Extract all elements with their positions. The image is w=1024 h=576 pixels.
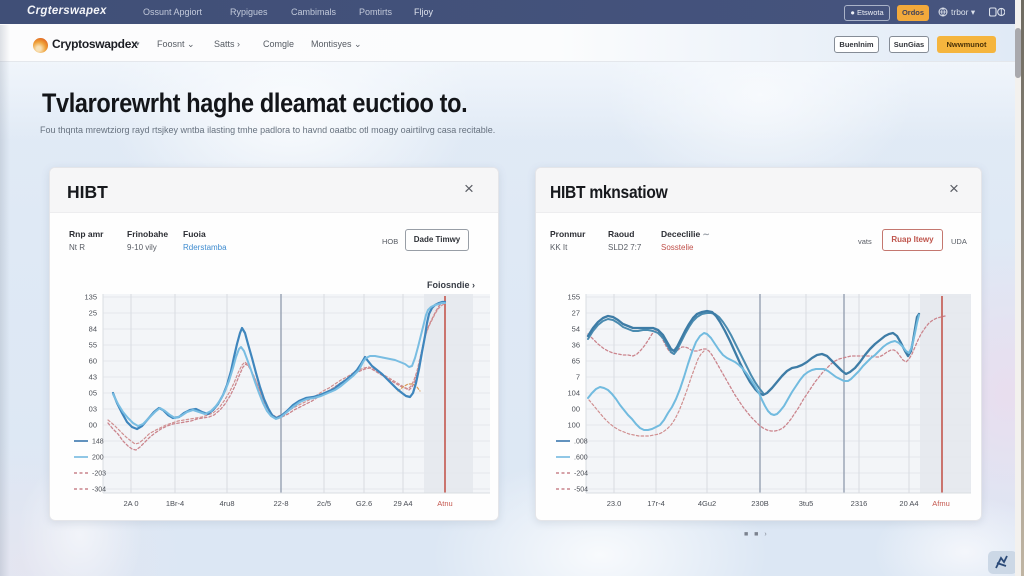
svg-text:25: 25 <box>89 309 97 318</box>
svg-text:.008: .008 <box>574 439 588 446</box>
svg-text:60: 60 <box>89 357 97 366</box>
svg-text:-504: -504 <box>574 487 588 494</box>
svg-text:03: 03 <box>89 405 97 414</box>
svg-text:Atnu: Atnu <box>437 499 452 508</box>
svg-text:05: 05 <box>89 389 97 398</box>
svg-text:1Br-4: 1Br-4 <box>166 499 184 508</box>
svg-text:7: 7 <box>576 373 580 382</box>
svg-text:29 A4: 29 A4 <box>393 499 412 508</box>
svg-text:200: 200 <box>92 455 104 462</box>
svg-text:135: 135 <box>84 293 97 302</box>
svg-text:-304: -304 <box>92 487 106 494</box>
svg-text:65: 65 <box>572 357 580 366</box>
svg-text:230B: 230B <box>751 499 769 508</box>
svg-text:2316: 2316 <box>851 499 868 508</box>
svg-text:84: 84 <box>89 325 97 334</box>
svg-text:Afmu: Afmu <box>932 499 950 508</box>
svg-text:.600: .600 <box>574 455 588 462</box>
svg-text:17r-4: 17r-4 <box>647 499 665 508</box>
svg-text:104: 104 <box>567 389 580 398</box>
svg-text:20 A4: 20 A4 <box>899 499 918 508</box>
svg-text:54: 54 <box>572 325 580 334</box>
svg-text:2c/5: 2c/5 <box>317 499 331 508</box>
svg-text:22-8: 22-8 <box>273 499 288 508</box>
svg-text:155: 155 <box>567 293 580 302</box>
svg-text:27: 27 <box>572 309 580 318</box>
svg-text:00: 00 <box>89 421 97 430</box>
svg-text:55: 55 <box>89 341 97 350</box>
svg-text:3tu5: 3tu5 <box>799 499 814 508</box>
svg-text:43: 43 <box>89 373 97 382</box>
svg-text:100: 100 <box>567 421 580 430</box>
svg-text:G2.6: G2.6 <box>356 499 372 508</box>
svg-text:148: 148 <box>92 439 104 446</box>
svg-text:00: 00 <box>572 405 580 414</box>
svg-text:4ru8: 4ru8 <box>219 499 234 508</box>
svg-text:-203: -203 <box>92 471 106 478</box>
svg-text:36: 36 <box>572 341 580 350</box>
svg-text:-204: -204 <box>574 471 588 478</box>
svg-text:2A 0: 2A 0 <box>123 499 138 508</box>
svg-text:4Gu2: 4Gu2 <box>698 499 716 508</box>
svg-text:23.0: 23.0 <box>607 499 622 508</box>
